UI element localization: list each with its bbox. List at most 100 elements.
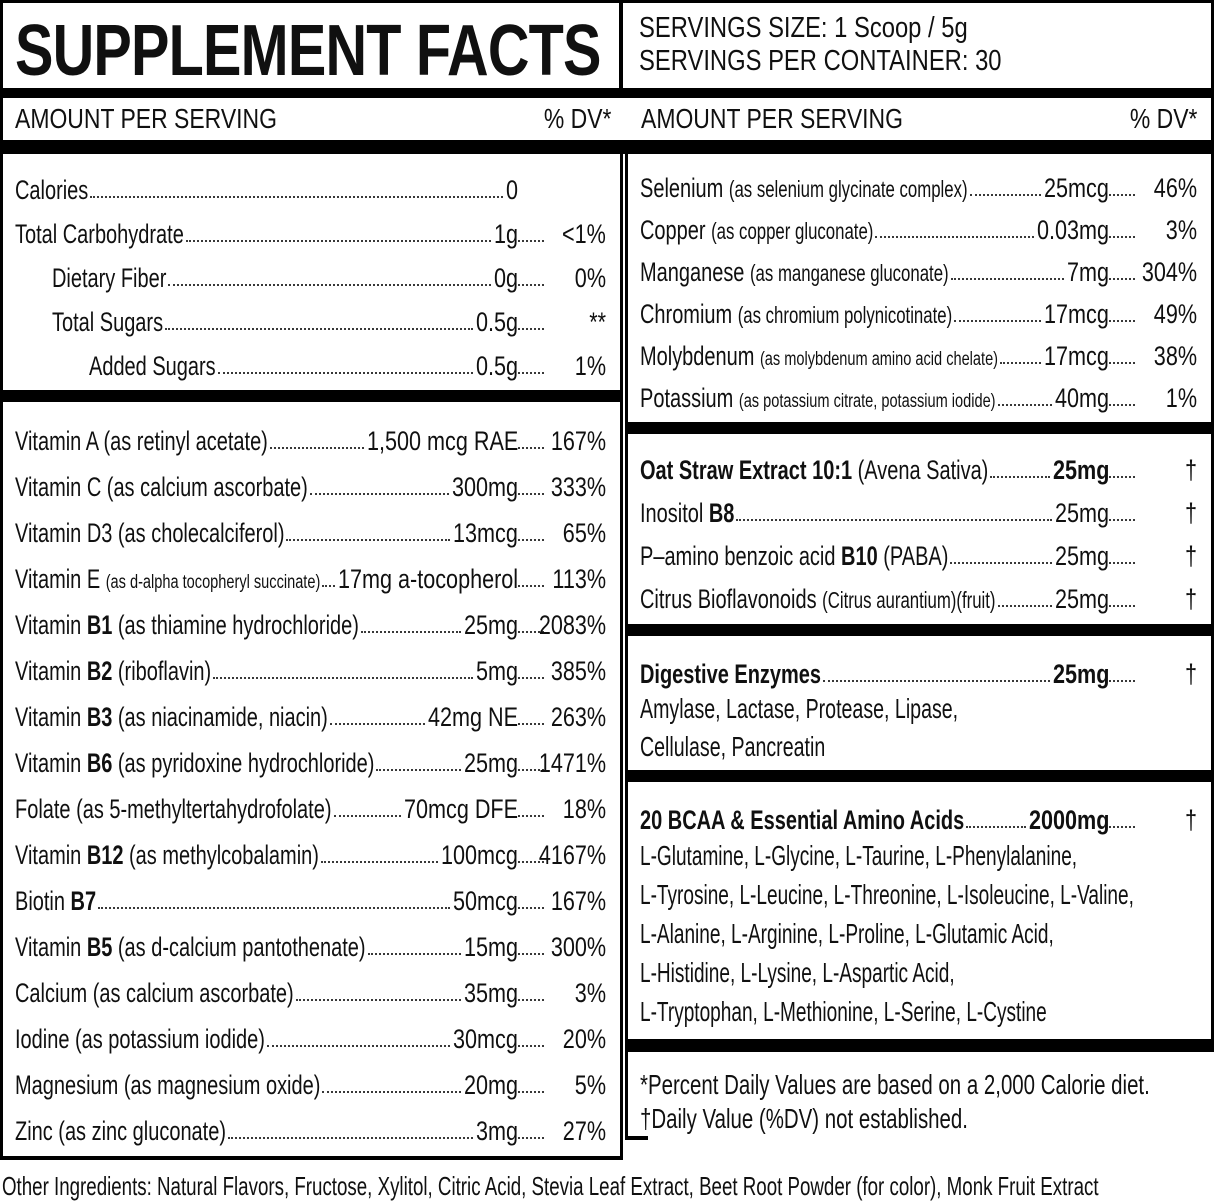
column-header-right: AMOUNT PER SERVING % DV* [623,103,1211,135]
nutrient-name: Calcium (as calcium ascorbate) [15,978,294,1008]
nutrient-row: Biotin B7 50mcg 167% [15,871,606,917]
leader-dots [185,240,491,242]
nutrient-amount: 70mcg DFE [403,794,518,824]
leader-dots [1109,476,1135,478]
leader-dots [518,907,544,909]
nutrient-dv: 27% [562,1116,606,1146]
nutrient-name: Chromium (as chromium polynicotinate) [640,299,953,329]
nutrient-name: Vitamin B5 (as d-calcium pantothenate) [15,932,366,962]
leader-dots [1109,194,1135,196]
nutrient-name: Oat Straw Extract 10:1 (Avena Sativa) [640,455,989,485]
leader-dots [1109,605,1135,607]
leader-dots [1000,362,1042,364]
title-cell: SUPPLEMENT FACTS [3,3,623,88]
nutrient-dv: 49% [1153,299,1197,329]
ingredient-list-line: L-Histidine, L-Lysine, L-Aspartic Acid, [640,957,955,988]
leader-dots [518,1091,544,1093]
columns-header-row: AMOUNT PER SERVING % DV* AMOUNT PER SERV… [3,98,1211,140]
nutrient-dv: 46% [1153,173,1197,203]
leader-dots [518,372,544,374]
nutrient-name: Vitamin B3 (as niacinamide, niacin) [15,702,328,732]
nutrient-amount: 20mg [463,1070,518,1100]
ingredient-list-line: L-Tyrosine, L-Leucine, L-Threonine, L-Is… [640,879,1134,910]
nutrient-row: Vitamin E (as d-alpha tocopheryl succina… [15,549,606,595]
leader-dots [997,605,1052,607]
leader-dots [165,328,473,330]
serving-info: SERVINGS SIZE: 1 Scoop / 5g SERVINGS PER… [623,3,1211,88]
nutrient-dv: 113% [552,564,606,594]
leader-dots [1109,519,1135,521]
nutrient-dv: 65% [562,518,606,548]
leader-dots [518,1137,544,1139]
nutrient-row: Total Carbohydrate 1g <1% [15,206,606,250]
nutrient-amount: 1g [493,219,518,249]
nutrient-row: Added Sugars 0.5g 1% [15,338,606,382]
nutrient-dv: 167% [550,426,606,456]
leader-dots [98,907,451,909]
nutrient-amount: 0.5g [475,351,518,381]
leader-dots [518,723,544,725]
nutrient-amount: 25mcg [1044,173,1109,203]
nutrient-name: Manganese (as manganese gluconate) [640,257,949,287]
nutrient-row: P–amino benzoic acid B10 (PABA) 25mg † [640,529,1197,572]
nutrient-amount: 25mg [463,748,518,778]
digestive-enzymes-list: Amylase, Lactase, Protease, Lipase, Cellu… [640,690,1197,766]
digestive-enzymes-section: Digestive Enzymes 25mg † Amylase, Lactase,… [628,636,1211,770]
leader-dots [875,236,1034,238]
leader-dots [322,1091,461,1093]
nutrient-row: Vitamin B2 (riboflavin) 5mg 385% [15,641,606,687]
nutrient-name: Selenium (as selenium glycinate complex) [640,173,968,203]
nutrient-name: Potassium (as potassium citrate, potassi… [640,383,996,413]
nutrient-name: Vitamin B2 (riboflavin) [15,656,212,686]
leader-dots [90,196,503,198]
nutrient-dv: 263% [550,702,606,732]
nutrient-amount: 25mg [463,610,518,640]
nutrient-dv: 2083% [538,610,606,640]
leader-dots [367,953,461,955]
leader-dots [309,493,449,495]
label-header: SUPPLEMENT FACTS SERVINGS SIZE: 1 Scoop … [0,0,1214,154]
nutrient-name: P–amino benzoic acid B10 (PABA) [640,541,949,571]
nutrient-row: Molybdenum (as molybdenum amino acid che… [640,330,1197,372]
nutrient-dv: † [1184,498,1197,528]
nutrient-name: Copper (as copper gluconate) [640,215,874,245]
nutrient-row: Vitamin A (as retinyl acetate) 1,500 mcg … [15,411,606,457]
nutrient-dv: † [1184,541,1197,571]
nutrient-row: Oat Straw Extract 10:1 (Avena Sativa) 25m… [640,443,1197,486]
nutrient-amount: 42mg NE [427,702,518,732]
footnote-dv-not-established: †Daily Value (%DV) not established. [640,1103,968,1134]
nutrient-amount: 17mg a-tocopherol [337,564,518,594]
leader-dots [518,447,544,449]
leader-dots [329,723,425,725]
nutrient-amount: 25mg [1054,541,1109,571]
nutrient-dv: <1% [562,219,606,249]
nutrient-amount: 0.5g [475,307,518,337]
leader-dots [950,278,1064,280]
nutrient-name: Calories [15,175,89,205]
nutrient-dv: † [1184,584,1197,614]
nutrient-name: Iodine (as potassium iodide) [15,1024,265,1054]
divider-bar [628,422,1211,434]
nutrient-amount: 0 [505,175,518,205]
nutrient-amount: 25mg [1052,455,1109,485]
nutrient-name: Vitamin D3 (as cholecalciferol) [15,518,285,548]
leader-dots [518,284,544,286]
nutrient-amount: 17mcg [1044,299,1109,329]
nutrient-dv: 38% [1153,341,1197,371]
amino-acids-header: 20 BCAA & Essential Amino Acids 2000mg † [640,790,1197,836]
nutrient-name: Vitamin B1 (as thiamine hydrochloride) [15,610,359,640]
nutrient-row: Vitamin D3 (as cholecalciferol) 13mcg 65% [15,503,606,549]
ingredient-list-line: L-Tryptophan, L-Methionine, L-Serine, L-… [640,996,1047,1027]
nutrient-amount: 35mg [463,978,518,1008]
divider-bar [628,624,1211,636]
nutrient-name: Digestive Enzymes [640,659,822,689]
amino-acids-list: L-Glutamine, L-Glycine, L-Taurine, L-Phe… [640,836,1197,1031]
nutrient-amount: 15mg [463,932,518,962]
nutrient-amount: 40mg [1054,383,1109,413]
nutrient-row: Iodine (as potassium iodide) 30mcg 20% [15,1009,606,1055]
nutrient-dv: 304% [1141,257,1197,287]
nutrient-dv: 4167% [538,840,606,870]
leader-dots [1109,362,1135,364]
leader-dots [823,680,1050,682]
nutrient-row: Vitamin B1 (as thiamine hydrochloride) 25… [15,595,606,641]
